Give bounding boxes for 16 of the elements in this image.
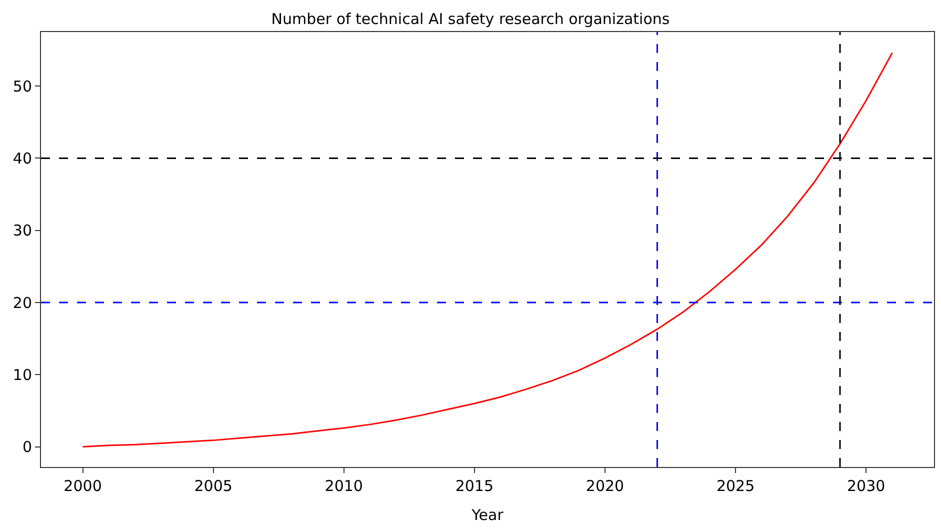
y-tick-label: 50 (12, 77, 32, 96)
y-tick-label: 40 (12, 149, 32, 168)
x-tick-label: 2000 (64, 477, 102, 495)
y-tick-label: 30 (12, 222, 32, 240)
x-tick-label: 2020 (586, 477, 624, 495)
y-tick-label: 10 (12, 366, 32, 384)
y-tick-label: 0 (22, 438, 32, 456)
line-series (82, 52, 893, 448)
x-tick-label: 2005 (194, 477, 232, 495)
y-tick-label: 20 (12, 294, 32, 312)
x-tick-label: 2030 (847, 477, 886, 495)
x-axis-title: Year (470, 506, 504, 524)
chart-title: Number of technical AI safety research organizations (271, 10, 670, 28)
x-tick-label: 2010 (324, 477, 363, 495)
x-tick-label: 2025 (716, 477, 755, 495)
x-tick-label: 2015 (455, 477, 494, 495)
